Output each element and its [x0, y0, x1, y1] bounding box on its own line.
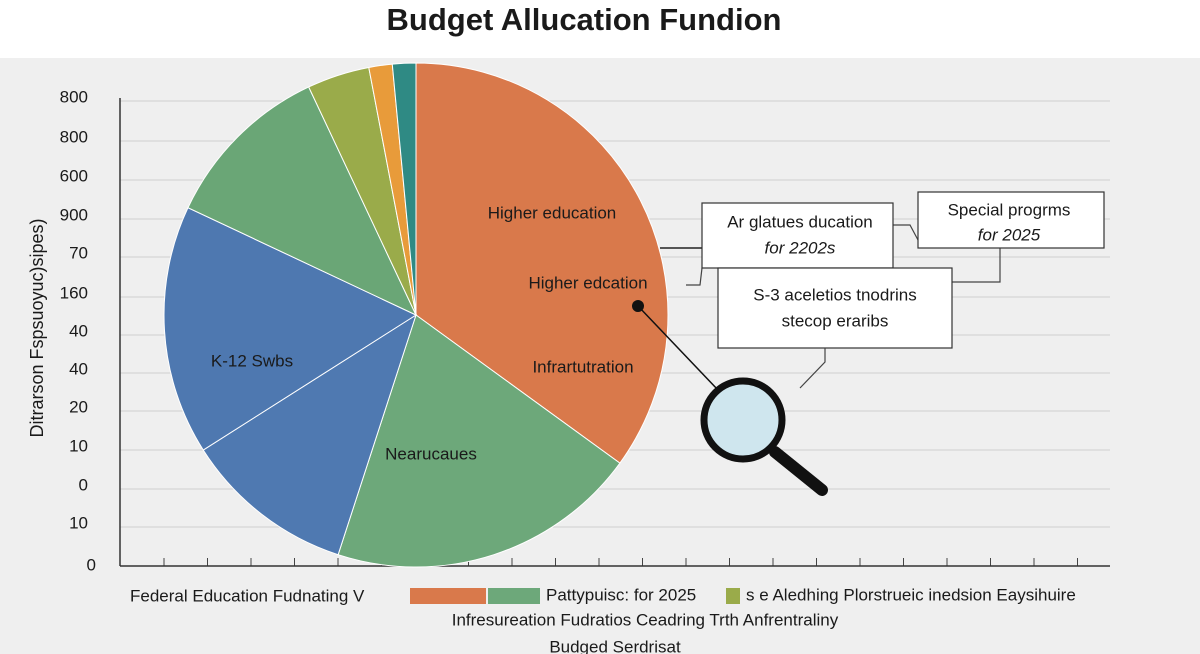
y-axis-text: 800: [60, 87, 88, 106]
callout-text: Ar glatues ducation: [727, 212, 873, 231]
y-axis-text: 40: [69, 321, 88, 340]
y-axis-text: 10: [69, 436, 88, 455]
pie-slice: [163, 207, 418, 451]
y-axis-text: 160: [60, 283, 88, 302]
callout-text: S-3 aceletios tnodrins: [753, 285, 916, 304]
pie-slice: [337, 314, 621, 568]
y-axis-label: Ditrarson Fspsuoyuc)sipes): [27, 218, 47, 437]
y-axis-text: 70: [69, 243, 88, 262]
pie-slice: [202, 313, 417, 556]
chart-title: Budget Allucation Fundion: [387, 2, 782, 37]
slice-label: Higher education: [488, 203, 617, 222]
y-axis-text: 600: [60, 166, 88, 185]
pie-slice: [415, 62, 669, 464]
slice-label: K-12 Swbs: [211, 351, 293, 370]
callout-box: [917, 191, 1105, 249]
y-axis-text: 900: [60, 205, 88, 224]
y-axis-text: 0: [79, 475, 88, 494]
legend-text: s e Aledhing Plorstrueic inedsion Eaysih…: [746, 585, 1076, 604]
callout-box: [717, 267, 953, 349]
connector: [799, 348, 826, 389]
y-axis-text: 10: [69, 513, 88, 532]
connector: [686, 267, 703, 286]
slice-label: Nearucaues: [385, 444, 477, 463]
callout-box: [701, 202, 894, 269]
callout-text: for 2025: [978, 225, 1041, 244]
legend-text: Pattypuisc: for 2025: [546, 585, 696, 604]
pie-slice: [391, 62, 417, 316]
legend-swatch: [410, 588, 486, 604]
slice-annotation: Infrartutration: [532, 357, 633, 376]
callouts: Ar glatues ducation for 2202s Special pr…: [660, 191, 1105, 389]
magnifier: [632, 300, 828, 496]
y-axis-text: 800: [60, 127, 88, 146]
slice-annotation: Higher edcation: [528, 273, 647, 292]
y-axis-text: 40: [69, 359, 88, 378]
connector: [893, 224, 919, 241]
pie: Higher education Nearucaues K-12 Swbs Highe…: [163, 62, 669, 568]
pie-slice: [187, 86, 418, 317]
legend: Federal Education Fudnating V Pattypuisc…: [130, 585, 1076, 654]
connector: [952, 248, 1001, 283]
legend-text: Federal Education Fudnating V: [130, 586, 365, 605]
magnifier-lens: [700, 377, 786, 463]
legend-swatch: [488, 588, 540, 604]
callout-text: Special progrms: [948, 200, 1071, 219]
legend-text: Infresureation Fudratios Ceadring Trth A…: [452, 610, 839, 629]
y-axis-text: 0: [87, 555, 96, 574]
y-axis-text: 20: [69, 397, 88, 416]
callout-text: stecop eraribs: [782, 311, 889, 330]
header: [0, 0, 1200, 58]
magnifier-handle: [769, 446, 828, 496]
connector: [637, 305, 719, 391]
legend-swatch: [726, 588, 740, 604]
legend-text: Budged Serdrisat: [549, 637, 681, 654]
pointer-dot: [632, 300, 644, 312]
callout-text: for 2202s: [765, 238, 836, 257]
